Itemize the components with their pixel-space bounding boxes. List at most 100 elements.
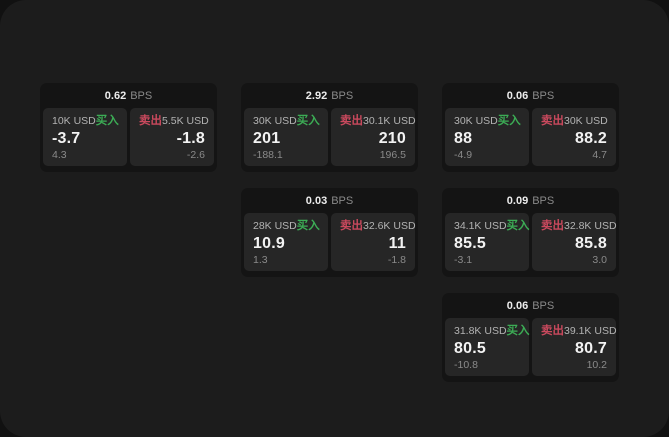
sell-delta: -2.6 <box>186 149 205 161</box>
sell-tile-top: 卖出 5.5K USD <box>139 115 209 128</box>
sell-amount: 5.5K USD <box>162 115 209 127</box>
sell-price: 11 <box>388 235 406 252</box>
bps-value: 0.62 <box>104 89 127 102</box>
buy-amount: 30K USD <box>454 115 498 127</box>
buy-side-label: 买入 <box>506 325 530 337</box>
sell-tile[interactable]: 卖出 30K USD 88.2 4.7 <box>532 108 616 166</box>
bps-header: 0.09 BPS <box>442 188 619 213</box>
buy-tile-top: 34.1K USD 买入 <box>454 220 530 233</box>
buy-delta: -3.1 <box>454 254 473 266</box>
sell-tile[interactable]: 卖出 39.1K USD 80.7 10.2 <box>532 318 617 376</box>
sell-amount: 32.8K USD <box>564 220 617 232</box>
bps-unit: BPS <box>532 194 555 207</box>
sell-price: 210 <box>378 130 406 147</box>
sell-side-label: 卖出 <box>340 115 363 127</box>
buy-delta: 4.3 <box>52 149 67 161</box>
bps-unit: BPS <box>331 194 354 207</box>
buy-price: 10.9 <box>253 235 285 252</box>
buy-amount: 10K USD <box>52 115 96 127</box>
sell-tile[interactable]: 卖出 32.8K USD 85.8 3.0 <box>532 213 617 271</box>
sell-side-label: 卖出 <box>541 115 564 127</box>
sell-delta: 10.2 <box>586 359 607 371</box>
buy-side-label: 买入 <box>296 220 320 232</box>
buy-amount: 30K USD <box>253 115 297 127</box>
buy-tile[interactable]: 28K USD 买入 10.9 1.3 <box>244 213 328 271</box>
bps-header: 0.06 BPS <box>442 83 619 108</box>
quote-card-0: 0.62 BPS 10K USD 买入 -3.7 4.3 卖出 5.5K USD… <box>40 83 217 172</box>
buy-price: 80.5 <box>454 340 486 357</box>
sell-amount: 39.1K USD <box>564 325 617 337</box>
bps-unit: BPS <box>532 89 555 102</box>
buy-tile[interactable]: 31.8K USD 买入 80.5 -10.8 <box>445 318 530 376</box>
buy-side-label: 买入 <box>506 220 530 232</box>
sell-tile-top: 卖出 30K USD <box>541 115 608 128</box>
quote-tiles: 28K USD 买入 10.9 1.3 卖出 32.6K USD 11 -1.8 <box>241 213 418 271</box>
quote-tiles: 30K USD 买入 201 -188.1 卖出 30.1K USD 210 1… <box>241 108 418 166</box>
buy-tile-top: 30K USD 买入 <box>454 115 521 128</box>
buy-tile[interactable]: 30K USD 买入 88 -4.9 <box>445 108 529 166</box>
buy-tile-top: 10K USD 买入 <box>52 115 119 128</box>
bps-value: 0.06 <box>506 89 529 102</box>
quote-card-2: 0.06 BPS 30K USD 买入 88 -4.9 卖出 30K USD 8… <box>442 83 619 172</box>
quote-card-1: 2.92 BPS 30K USD 买入 201 -188.1 卖出 30.1K … <box>241 83 418 172</box>
bps-header: 0.06 BPS <box>442 293 619 318</box>
bps-unit: BPS <box>130 89 153 102</box>
quote-tiles: 30K USD 买入 88 -4.9 卖出 30K USD 88.2 4.7 <box>442 108 619 166</box>
sell-delta: 4.7 <box>592 149 607 161</box>
buy-tile[interactable]: 34.1K USD 买入 85.5 -3.1 <box>445 213 530 271</box>
buy-delta: -188.1 <box>253 149 283 161</box>
bps-unit: BPS <box>331 89 354 102</box>
quote-tiles: 10K USD 买入 -3.7 4.3 卖出 5.5K USD -1.8 -2.… <box>40 108 217 166</box>
bps-unit: BPS <box>532 299 555 312</box>
sell-side-label: 卖出 <box>541 220 564 232</box>
sell-amount: 30.1K USD <box>363 115 416 127</box>
bps-header: 0.62 BPS <box>40 83 217 108</box>
buy-side-label: 买入 <box>95 115 119 127</box>
sell-tile-top: 卖出 32.8K USD <box>541 220 617 233</box>
quote-card-5: 0.06 BPS 31.8K USD 买入 80.5 -10.8 卖出 39.1… <box>442 293 619 382</box>
sell-delta: 196.5 <box>379 149 406 161</box>
buy-amount: 34.1K USD <box>454 220 507 232</box>
sell-delta: -1.8 <box>387 254 406 266</box>
buy-delta: 1.3 <box>253 254 268 266</box>
sell-side-label: 卖出 <box>139 115 162 127</box>
buy-tile-top: 28K USD 买入 <box>253 220 320 233</box>
bps-value: 0.09 <box>506 194 529 207</box>
sell-tile-top: 卖出 39.1K USD <box>541 325 617 338</box>
buy-tile[interactable]: 30K USD 买入 201 -188.1 <box>244 108 328 166</box>
sell-price: 88.2 <box>575 130 607 147</box>
buy-price: 201 <box>253 130 281 147</box>
sell-side-label: 卖出 <box>541 325 564 337</box>
quote-card-3: 0.03 BPS 28K USD 买入 10.9 1.3 卖出 32.6K US… <box>241 188 418 277</box>
buy-tile-top: 30K USD 买入 <box>253 115 320 128</box>
quote-tiles: 31.8K USD 买入 80.5 -10.8 卖出 39.1K USD 80.… <box>442 318 619 376</box>
sell-tile-top: 卖出 30.1K USD <box>340 115 416 128</box>
quote-tiles: 34.1K USD 买入 85.5 -3.1 卖出 32.8K USD 85.8… <box>442 213 619 271</box>
buy-delta: -10.8 <box>454 359 478 371</box>
buy-amount: 31.8K USD <box>454 325 507 337</box>
sell-amount: 30K USD <box>564 115 608 127</box>
sell-tile[interactable]: 卖出 32.6K USD 11 -1.8 <box>331 213 416 271</box>
sell-side-label: 卖出 <box>340 220 363 232</box>
buy-side-label: 买入 <box>296 115 320 127</box>
bps-header: 0.03 BPS <box>241 188 418 213</box>
sell-tile-top: 卖出 32.6K USD <box>340 220 416 233</box>
quote-card-4: 0.09 BPS 34.1K USD 买入 85.5 -3.1 卖出 32.8K… <box>442 188 619 277</box>
bps-value: 0.03 <box>305 194 328 207</box>
buy-tile[interactable]: 10K USD 买入 -3.7 4.3 <box>43 108 127 166</box>
sell-price: -1.8 <box>176 130 205 147</box>
buy-amount: 28K USD <box>253 220 297 232</box>
sell-price: 80.7 <box>575 340 607 357</box>
buy-price: 88 <box>454 130 473 147</box>
bps-value: 0.06 <box>506 299 529 312</box>
sell-delta: 3.0 <box>592 254 607 266</box>
bps-header: 2.92 BPS <box>241 83 418 108</box>
buy-side-label: 买入 <box>497 115 521 127</box>
sell-tile[interactable]: 卖出 30.1K USD 210 196.5 <box>331 108 416 166</box>
sell-tile[interactable]: 卖出 5.5K USD -1.8 -2.6 <box>130 108 214 166</box>
buy-tile-top: 31.8K USD 买入 <box>454 325 530 338</box>
sell-price: 85.8 <box>575 235 607 252</box>
sell-amount: 32.6K USD <box>363 220 416 232</box>
bps-value: 2.92 <box>305 89 328 102</box>
